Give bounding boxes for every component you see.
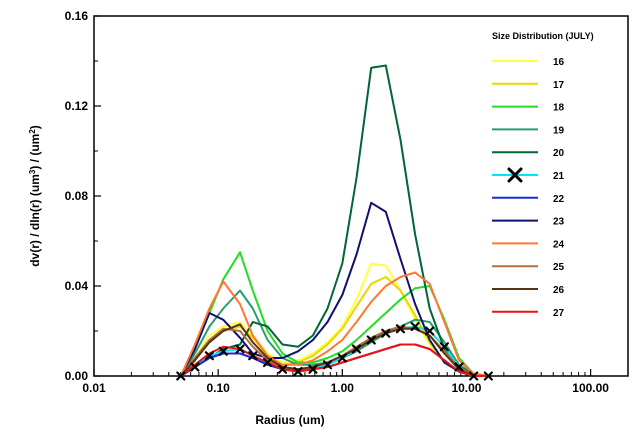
x-tick-label: 10.00: [451, 381, 481, 395]
data-point-marker: [381, 328, 391, 338]
y-tick-label: 0.16: [65, 9, 89, 23]
series-lines: [179, 64, 489, 377]
data-point-marker: [235, 344, 245, 354]
legend-label: 27: [553, 308, 565, 319]
legend-label: 20: [553, 148, 565, 159]
data-point-marker: [190, 362, 200, 372]
y-axis-title-part: ) / (um: [28, 134, 42, 170]
y-tick-label: 0.04: [65, 279, 89, 293]
data-point-marker: [351, 344, 362, 354]
legend-label: 19: [553, 125, 565, 136]
legend-label: 17: [553, 80, 565, 91]
x-tick-label: 100.00: [572, 381, 609, 395]
data-point-marker: [337, 353, 347, 363]
data-point-marker: [469, 371, 479, 381]
data-point-marker: [483, 371, 493, 381]
data-point-marker: [439, 342, 449, 352]
plot-frame: [93, 15, 629, 377]
data-point-marker: [425, 326, 435, 336]
data-point-marker: [293, 366, 303, 377]
x-tick-label: 0.10: [206, 381, 230, 395]
y-tick-label: 0.08: [65, 189, 89, 203]
y-axis-title-part: 3: [28, 169, 37, 174]
data-point-marker: [176, 371, 186, 381]
x-tick-label: 1.00: [331, 381, 355, 395]
data-point-marker: [308, 364, 318, 374]
legend-marker: [507, 167, 523, 183]
data-point-marker: [410, 321, 420, 332]
y-tick-label: 0.12: [65, 99, 89, 113]
x-tick-label: 0.01: [82, 381, 106, 395]
series-line-26: [180, 323, 489, 377]
legend: Size Distribution (JULY) 16 17 18 19 20 21 22 2…: [492, 31, 594, 319]
legend-label: 23: [553, 217, 565, 228]
data-point-marker: [366, 335, 376, 345]
series-line-20: [180, 64, 489, 377]
data-point-marker: [218, 346, 228, 356]
y-axis-title-part: 2: [28, 129, 37, 134]
series-line-27: [180, 343, 489, 377]
series-line-24: [179, 271, 489, 377]
series-line-23: [179, 201, 489, 377]
data-point-marker: [262, 357, 273, 368]
axis-ticks: 0.00 0.04 0.08 0.12 0.16 0.01 0.10 1.00 10.00 100…: [65, 9, 629, 395]
data-point-marker: [454, 362, 464, 372]
legend-label: 16: [553, 57, 565, 68]
y-tick-label: 0.00: [65, 369, 89, 383]
series-markers: [176, 321, 493, 381]
y-axis-title-part: dv(r) / dln(r) (um: [28, 174, 42, 267]
legend-label: 22: [553, 194, 565, 205]
legend-label: 21: [553, 171, 565, 182]
series-line-19: [179, 289, 489, 377]
legend-label: 26: [553, 285, 565, 296]
data-point-marker: [248, 351, 258, 361]
legend-label: 25: [553, 262, 565, 273]
data-point-marker: [322, 360, 333, 370]
y-axis-title: dv(r) / dln(r) (um3) / (um2): [28, 125, 43, 267]
data-point-marker: [395, 324, 406, 334]
data-point-marker: [204, 351, 214, 361]
x-axis-title: Radius (um): [255, 413, 324, 427]
y-axis-title-part: ): [28, 125, 42, 129]
data-point-marker: [277, 364, 288, 374]
legend-title: Size Distribution (JULY): [492, 31, 594, 41]
legend-label: 18: [553, 103, 565, 114]
legend-label: 24: [553, 239, 565, 250]
series-line-21: [180, 325, 489, 377]
